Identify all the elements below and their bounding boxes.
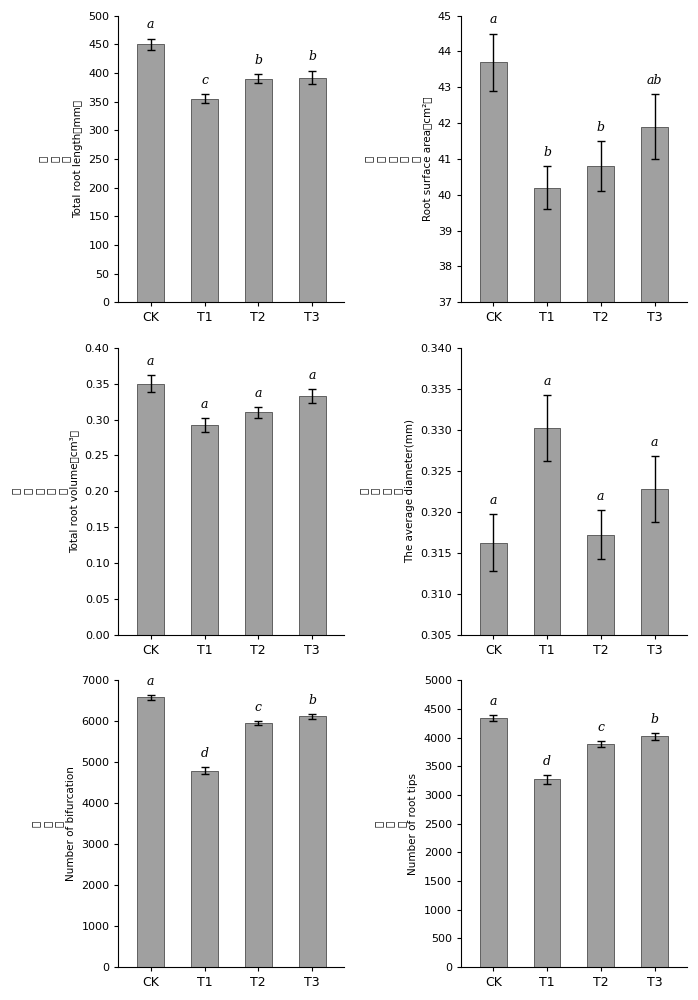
Text: a: a	[147, 675, 154, 688]
Text: a: a	[543, 375, 551, 388]
Bar	[480, 718, 507, 967]
Bar	[641, 736, 668, 967]
Text: a: a	[489, 695, 497, 708]
Bar	[191, 99, 218, 302]
Bar	[245, 723, 272, 967]
Text: b: b	[308, 50, 316, 63]
Text: d: d	[543, 755, 551, 768]
Text: a: a	[309, 369, 315, 382]
Bar	[533, 188, 560, 1000]
Text: c: c	[255, 701, 262, 714]
Text: b: b	[308, 694, 316, 707]
Text: b: b	[254, 54, 262, 67]
Y-axis label: 平
均
直
径
The average diameter(mm): 平 均 直 径 The average diameter(mm)	[358, 419, 415, 563]
Text: a: a	[147, 355, 154, 368]
Bar	[641, 127, 668, 1000]
Bar	[641, 489, 668, 1000]
Bar	[533, 779, 560, 967]
Y-axis label: 总
根
长
Total root length（mm）: 总 根 长 Total root length（mm）	[38, 100, 83, 218]
Bar	[588, 744, 614, 967]
Bar	[138, 697, 164, 967]
Text: a: a	[201, 398, 208, 411]
Y-axis label: 根
系
总
体
积
Total root volume（cm³）: 根 系 总 体 积 Total root volume（cm³）	[11, 430, 79, 553]
Text: d: d	[200, 747, 209, 760]
Bar	[588, 535, 614, 1000]
Bar	[245, 79, 272, 302]
Bar	[191, 771, 218, 967]
Bar	[138, 44, 164, 302]
Bar	[299, 716, 325, 967]
Text: a: a	[489, 13, 497, 26]
Text: a: a	[255, 387, 262, 400]
Y-axis label: 根
系
表
面
积
Root surface area（cm²）: 根 系 表 面 积 Root surface area（cm²）	[364, 97, 432, 221]
Text: b: b	[651, 713, 659, 726]
Text: c: c	[201, 74, 208, 87]
Bar	[588, 166, 614, 1000]
Text: a: a	[651, 436, 658, 449]
Bar	[245, 412, 272, 635]
Text: a: a	[597, 490, 604, 503]
Text: b: b	[543, 146, 551, 159]
Bar	[299, 396, 325, 635]
Text: c: c	[597, 721, 604, 734]
Y-axis label: 根
尖
数
Number of root tips: 根 尖 数 Number of root tips	[373, 773, 418, 875]
Bar	[480, 62, 507, 1000]
Text: a: a	[489, 494, 497, 507]
Bar	[480, 543, 507, 1000]
Text: ab: ab	[647, 74, 662, 87]
Bar	[191, 425, 218, 635]
Y-axis label: 分
叉
数
Number of bifurcation: 分 叉 数 Number of bifurcation	[31, 766, 76, 881]
Bar	[533, 428, 560, 1000]
Text: a: a	[147, 18, 154, 31]
Bar	[299, 78, 325, 302]
Bar	[138, 384, 164, 635]
Text: b: b	[597, 121, 605, 134]
